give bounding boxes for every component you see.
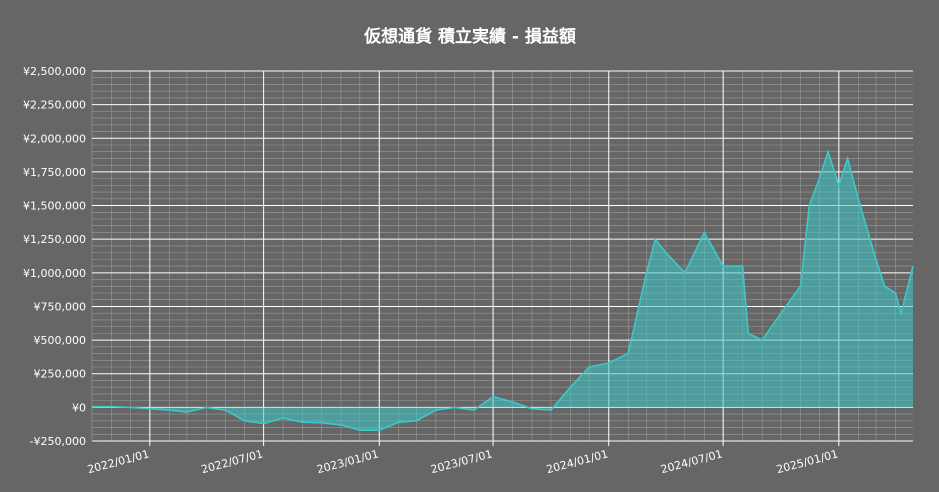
y-tick-label: ¥2,500,000 (23, 65, 86, 78)
y-tick-label: ¥1,750,000 (23, 166, 86, 179)
x-tick-label: 2023/07/01 (429, 447, 494, 476)
y-tick-label: ¥750,000 (34, 300, 87, 313)
line (92, 149, 914, 431)
y-tick-label: -¥250,000 (30, 435, 86, 448)
x-tick-label: 2022/01/01 (86, 447, 151, 476)
x-tick-label: 2022/07/01 (200, 447, 265, 476)
y-tick-label: ¥1,500,000 (23, 200, 86, 213)
y-tick-label: ¥2,250,000 (23, 99, 86, 112)
y-tick-label: ¥0 (72, 401, 86, 414)
x-tick-label: 2024/07/01 (659, 447, 724, 476)
chart-title: 仮想通貨 積立実績 - 損益額 (363, 26, 576, 47)
area (92, 151, 913, 431)
y-tick-label: ¥1,000,000 (23, 267, 86, 280)
x-tick-label: 2024/01/01 (545, 447, 610, 476)
y-tick-label: ¥2,000,000 (23, 132, 86, 145)
y-tick-label: ¥250,000 (34, 368, 87, 381)
x-tick-label: 2025/01/01 (775, 447, 840, 476)
x-tick-label: 2023/01/01 (315, 447, 380, 476)
y-tick-label: ¥1,250,000 (23, 233, 86, 246)
y-tick-label: ¥500,000 (34, 334, 87, 347)
